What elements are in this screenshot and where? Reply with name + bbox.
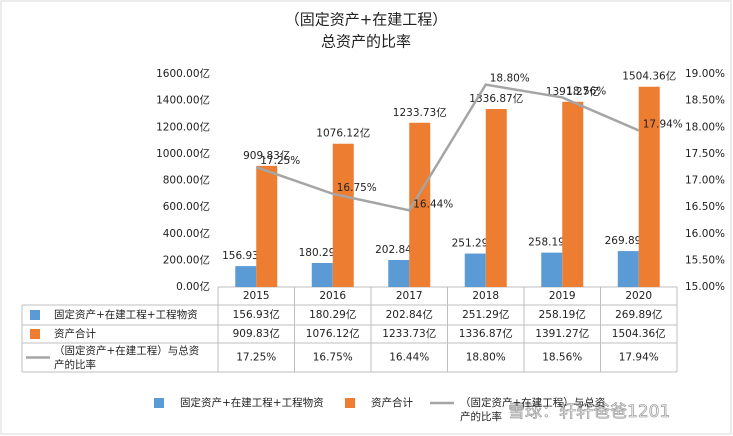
bar: [256, 165, 278, 287]
y-tick-label: 800.00亿: [163, 174, 210, 187]
y-tick-label: 0.00亿: [176, 280, 210, 293]
data-label: 909.83亿: [243, 149, 290, 162]
y-tick-label: 1200.00亿: [156, 120, 210, 133]
data-label: 16.75%: [337, 182, 377, 194]
data-label: 1391.27亿: [546, 85, 600, 98]
table-cell: 18.56%: [542, 352, 582, 364]
legend-key: [345, 398, 355, 408]
data-label: 1076.12亿: [316, 127, 370, 140]
table-series-name: 资产合计: [54, 328, 96, 340]
table-cell: 156.93亿: [233, 308, 280, 321]
x-tick-label: 2015: [243, 290, 270, 302]
data-label: 16.44%: [413, 198, 453, 210]
table-cell: 1504.36亿: [612, 327, 666, 340]
data-label: 18.80%: [490, 73, 530, 85]
bar: [388, 259, 410, 287]
y-tick-label: 1400.00亿: [156, 94, 210, 107]
table-cell: 1076.12亿: [306, 327, 360, 340]
table-cell: 180.29亿: [309, 308, 356, 321]
bar: [235, 266, 257, 287]
table-cell: 16.75%: [313, 352, 353, 364]
table-cell: 202.84亿: [386, 308, 433, 321]
bar: [541, 252, 563, 287]
table-cell: 17.94%: [619, 352, 659, 364]
legend-label: 资产合计: [371, 397, 413, 409]
y-tick-label: 600.00亿: [163, 200, 210, 213]
y-tick-label: 1600.00亿: [156, 67, 210, 80]
y2-tick-label: 15.00%: [685, 281, 725, 293]
y2-tick-label: 18.00%: [685, 121, 725, 133]
table-cell: 258.19亿: [539, 308, 586, 321]
y2-tick-label: 16.50%: [685, 201, 725, 213]
legend-label: （固定资产+在建工程）与总资产的比率: [460, 397, 606, 423]
table-cell: 1233.73亿: [382, 327, 436, 340]
y2-tick-label: 18.50%: [685, 95, 725, 107]
data-label: 1336.87亿: [469, 92, 523, 105]
data-label: 17.25%: [260, 155, 300, 167]
bar: [617, 251, 639, 287]
y2-tick-label: 15.50%: [685, 254, 725, 266]
bar: [638, 86, 660, 287]
line: [255, 83, 640, 212]
x-tick-label: 2018: [472, 290, 499, 302]
table-cell: 909.83亿: [233, 327, 280, 340]
x-tick-label: 2019: [549, 290, 576, 302]
bar: [409, 122, 431, 287]
x-tick-label: 2016: [319, 290, 346, 302]
chart-subtitle: 总资产的比率: [321, 33, 411, 51]
table-cell: 269.89亿: [615, 308, 662, 321]
table-cell: 251.29亿: [462, 308, 509, 321]
bar: [562, 101, 584, 288]
y2-tick-label: 19.00%: [685, 68, 725, 80]
table-legend-key: [30, 329, 40, 339]
y2-tick-label: 16.00%: [685, 228, 725, 240]
table-cell: 18.80%: [466, 352, 506, 364]
table-cell: 16.44%: [389, 352, 429, 364]
legend-label: 固定资产+在建工程+工程物资: [180, 397, 324, 409]
y2-tick-label: 17.00%: [685, 175, 725, 187]
y-tick-label: 1000.00亿: [156, 147, 210, 160]
table-series-name: （固定资产+在建工程）与总资产的比率: [54, 344, 200, 371]
chart-title: （固定资产+在建工程）: [285, 11, 448, 29]
bar: [464, 253, 486, 287]
bar: [332, 143, 354, 287]
y-tick-label: 200.00亿: [163, 253, 210, 266]
table-cell: 17.25%: [236, 352, 276, 364]
watermark: 雪球：轩轩爸爸1201: [508, 402, 670, 422]
bar: [485, 109, 507, 288]
y2-tick-label: 17.50%: [685, 148, 725, 160]
y-tick-label: 400.00亿: [163, 227, 210, 240]
table-series-name: 固定资产+在建工程+工程物资: [54, 309, 198, 321]
x-tick-label: 2020: [625, 290, 652, 302]
table-cell: 1336.87亿: [459, 327, 513, 340]
bar: [311, 262, 333, 287]
table-legend-key: [30, 310, 40, 320]
data-label: 1233.73亿: [393, 106, 447, 119]
table-cell: 1391.27亿: [535, 327, 589, 340]
data-label: 1504.36亿: [622, 70, 676, 83]
x-tick-label: 2017: [396, 290, 423, 302]
legend-key: [154, 398, 164, 408]
data-label: 18.56%: [566, 85, 606, 97]
data-label: 17.94%: [643, 118, 683, 130]
